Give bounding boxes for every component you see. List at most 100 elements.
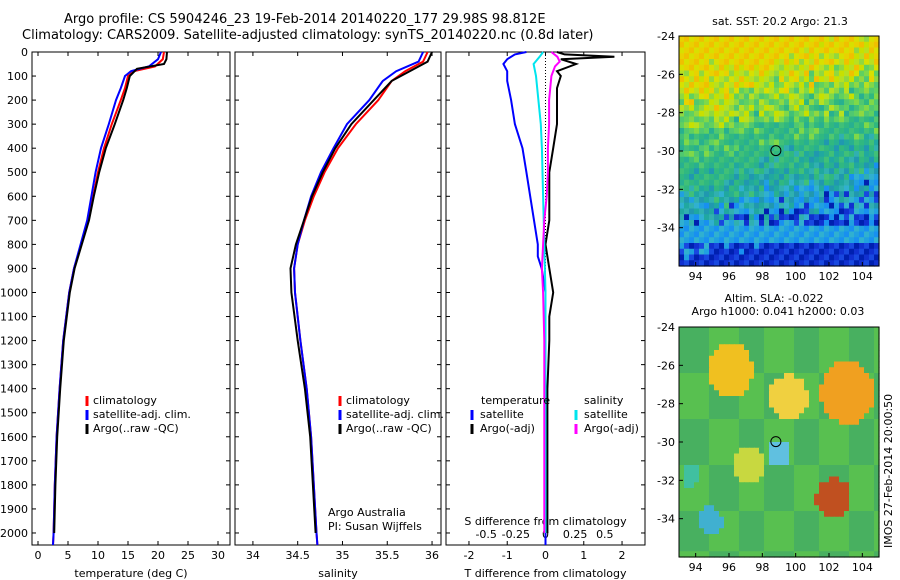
map-cell xyxy=(749,459,755,466)
map-cell xyxy=(679,47,685,54)
map-cell xyxy=(854,243,860,250)
map-cell xyxy=(704,493,710,501)
map-cell xyxy=(844,482,850,489)
map-cell xyxy=(774,168,780,175)
map-cell xyxy=(849,344,855,351)
map-cell xyxy=(809,344,815,351)
map-cell xyxy=(764,551,770,558)
map-cell xyxy=(814,156,820,164)
map-cell xyxy=(869,453,875,460)
map-cell xyxy=(704,378,710,386)
map-cell xyxy=(809,122,815,129)
map-cell xyxy=(809,442,815,449)
map-cell xyxy=(804,162,810,169)
map-cell xyxy=(739,214,745,221)
map-cell xyxy=(704,202,710,210)
map-cell xyxy=(714,151,720,158)
map-cell xyxy=(724,191,730,198)
map-cell xyxy=(824,453,830,460)
map-cell xyxy=(804,122,810,129)
map-cell xyxy=(784,327,790,334)
map-cell xyxy=(729,413,735,420)
map-cell xyxy=(739,105,745,112)
map-cell xyxy=(749,76,755,83)
map-cell xyxy=(699,174,705,181)
map-cell xyxy=(794,260,800,267)
map-cell xyxy=(839,93,845,100)
map-cell xyxy=(774,254,780,261)
map-cell xyxy=(774,99,780,106)
map-cell xyxy=(869,122,875,129)
map-cell xyxy=(804,231,810,238)
map-cell xyxy=(809,202,815,210)
map-cell xyxy=(734,254,740,261)
map-cell xyxy=(829,516,835,524)
map-cell xyxy=(799,231,805,238)
map-cell xyxy=(874,208,880,215)
map-cell xyxy=(839,355,845,363)
map-cell xyxy=(764,151,770,158)
map-cell xyxy=(844,105,850,112)
map-cell xyxy=(709,407,715,414)
map-cell xyxy=(679,208,685,215)
map-cell xyxy=(694,254,700,261)
map-cell xyxy=(869,511,875,518)
map-cell xyxy=(714,396,720,403)
map-cell xyxy=(849,133,855,141)
map-cell xyxy=(819,424,825,432)
map-cell xyxy=(834,396,840,403)
map-cell xyxy=(769,419,775,426)
map-cell xyxy=(774,105,780,112)
map-cell xyxy=(874,82,880,89)
map-cell xyxy=(749,327,755,334)
map-cell xyxy=(679,41,685,49)
map-cell xyxy=(819,191,825,198)
map-cell xyxy=(694,534,700,541)
map-cell xyxy=(749,105,755,112)
map-cell xyxy=(749,116,755,123)
map-cell xyxy=(804,430,810,437)
map-cell xyxy=(774,401,780,409)
map-cell xyxy=(844,151,850,158)
map-cell xyxy=(864,516,870,524)
map-cell xyxy=(824,243,830,250)
map-cell xyxy=(754,197,760,204)
map-cell xyxy=(809,419,815,426)
map-cell xyxy=(724,105,730,112)
map-cell xyxy=(869,82,875,89)
map-cell xyxy=(709,93,715,100)
map-cell xyxy=(744,413,750,420)
map-cell xyxy=(704,551,710,558)
map-cell xyxy=(684,505,690,512)
map-cell xyxy=(719,145,725,152)
map-cell xyxy=(874,87,880,95)
map-cell xyxy=(739,338,745,345)
map-cell xyxy=(709,482,715,489)
map-cell xyxy=(774,516,780,524)
map-cell xyxy=(709,87,715,95)
map-cell xyxy=(824,476,830,483)
map-cell xyxy=(734,424,740,432)
map-cell xyxy=(754,401,760,409)
map-cell xyxy=(854,476,860,483)
map-cell xyxy=(794,436,800,443)
map-cell xyxy=(874,545,880,552)
map-cell xyxy=(789,116,795,123)
map-cell xyxy=(874,407,880,414)
map-cell xyxy=(779,41,785,49)
map-cell xyxy=(849,338,855,345)
map-y-tick-label: -32 xyxy=(657,183,675,196)
map-cell xyxy=(869,191,875,198)
map-cell xyxy=(694,191,700,198)
map-cell xyxy=(689,401,695,409)
map-cell xyxy=(819,453,825,460)
map-cell xyxy=(764,459,770,466)
map-cell xyxy=(719,534,725,541)
map-cell xyxy=(724,82,730,89)
map-cell xyxy=(764,53,770,60)
map-cell xyxy=(814,99,820,106)
map-cell xyxy=(804,459,810,466)
map-cell xyxy=(824,237,830,244)
map-cell xyxy=(804,361,810,368)
map-cell xyxy=(869,447,875,455)
